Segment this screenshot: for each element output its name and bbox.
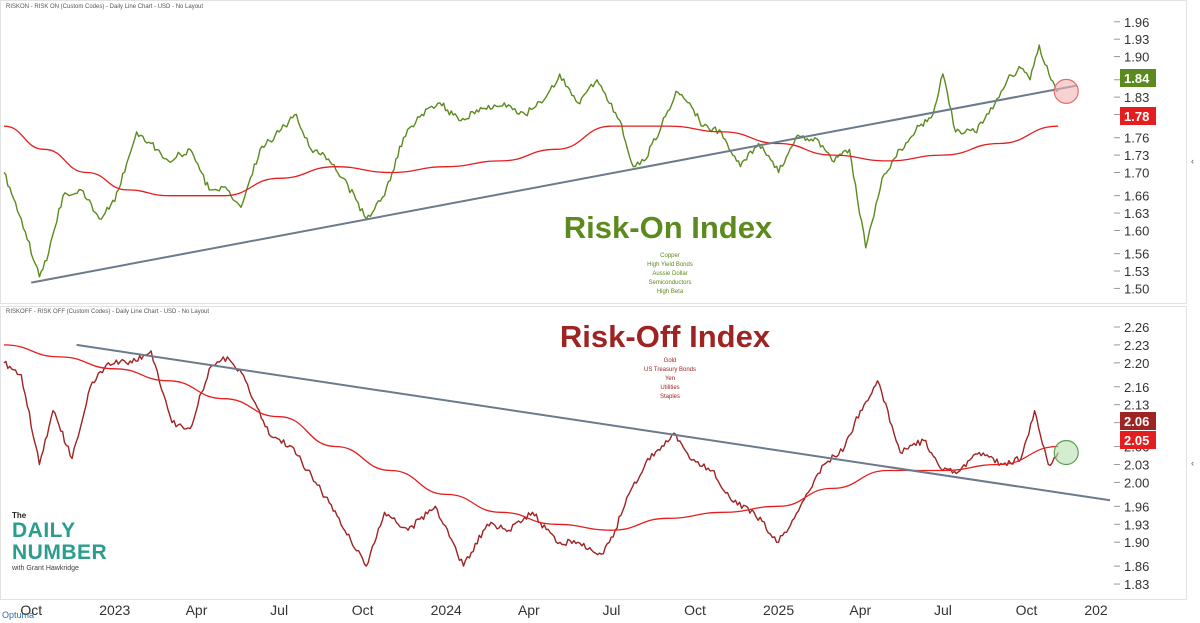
risk-off-component: Gold bbox=[664, 358, 677, 364]
daily-number-logo: The DAILY NUMBER with Grant Hawkridge bbox=[12, 512, 142, 573]
risk-off-component: US Treasury Bonds bbox=[644, 367, 696, 373]
risk-on-last-value-tag: 1.84 bbox=[1120, 69, 1156, 87]
collapse-arrow-icon[interactable]: ‹ bbox=[1191, 156, 1194, 166]
risk-off-y-tick-label: 2.20 bbox=[1124, 356, 1149, 371]
risk-on-y-tick-label: 1.93 bbox=[1124, 32, 1149, 47]
x-tick-label: Apr bbox=[186, 602, 208, 618]
risk-on-highlight-circle bbox=[1053, 78, 1079, 104]
risk-off-y-tick-label: 1.96 bbox=[1124, 499, 1149, 514]
risk-on-y-tick-label: 1.63 bbox=[1124, 206, 1149, 221]
x-tick-label: Jul bbox=[934, 602, 952, 618]
risk-off-trendline-line bbox=[76, 343, 1111, 502]
x-tick-label: 2024 bbox=[431, 602, 462, 618]
risk-off-y-tick-label: 1.83 bbox=[1124, 577, 1149, 592]
risk-on-price-line bbox=[3, 44, 1059, 278]
risk-off-ma-value-tag: 2.06 bbox=[1120, 412, 1156, 430]
risk-on-component: Aussie Dollar bbox=[652, 271, 687, 277]
top-panel-header: RISKON - RISK ON (Custom Codes) - Daily … bbox=[6, 4, 203, 10]
x-tick-label: Oct bbox=[352, 602, 374, 618]
optuma-watermark: Optuma bbox=[2, 610, 35, 620]
risk-off-y-tick-label: 2.13 bbox=[1124, 398, 1149, 413]
risk-on-ma-value-tag: 1.78 bbox=[1120, 107, 1156, 125]
risk-off-y-tick-label: 2.16 bbox=[1124, 380, 1149, 395]
x-tick-label: 2025 bbox=[763, 602, 794, 618]
risk-off-y-tick-label: 1.90 bbox=[1124, 535, 1149, 550]
risk-on-y-tick-label: 1.90 bbox=[1124, 50, 1149, 65]
bottom-panel-frame bbox=[0, 306, 1187, 600]
x-tick-label: Oct bbox=[684, 602, 706, 618]
risk-off-price-line bbox=[3, 350, 1059, 567]
risk-off-component: Yen bbox=[665, 376, 675, 382]
logo-word-number: NUMBER bbox=[12, 541, 108, 564]
x-axis: Oct 2023 Apr Jul Oct 2024 Apr Jul Oct 2025 Apr Jul O… bbox=[20, 602, 1108, 618]
x-tick-label: Apr bbox=[518, 602, 540, 618]
risk-on-component: High Yield Bonds bbox=[647, 262, 693, 268]
risk-off-component: Utilities bbox=[660, 385, 679, 391]
logo-the: The bbox=[12, 511, 27, 520]
x-tick-label: Jul bbox=[603, 602, 621, 618]
risk-off-last-value: 2.05 bbox=[1124, 433, 1149, 448]
x-tick-label: 202 bbox=[1084, 602, 1108, 618]
bottom-panel-header: RISKOFF - RISK OFF (Custom Codes) - Dail… bbox=[6, 309, 209, 315]
risk-off-moving-average-line bbox=[3, 344, 1059, 531]
risk-on-y-tick-label: 1.96 bbox=[1124, 15, 1149, 30]
risk-on-y-tick-label: 1.53 bbox=[1124, 264, 1149, 279]
x-tick-label: Apr bbox=[849, 602, 871, 618]
risk-off-y-tick-label: 2.00 bbox=[1124, 475, 1149, 490]
logo-byline: with Grant Hawkridge bbox=[12, 565, 79, 572]
risk-on-y-tick-label: 1.66 bbox=[1124, 189, 1149, 204]
risk-off-title: Risk-Off Index bbox=[560, 319, 771, 354]
x-tick-label: Oct bbox=[20, 602, 42, 618]
risk-on-y-tick-label: 1.56 bbox=[1124, 247, 1149, 262]
risk-on-moving-average-line bbox=[3, 125, 1059, 197]
risk-on-trendline-line bbox=[31, 84, 1077, 284]
risk-on-title: Risk-On Index bbox=[564, 210, 773, 245]
risk-on-plot: 1.501.531.561.601.631.661.701.731.761.80… bbox=[3, 15, 1149, 296]
risk-on-component: Semiconductors bbox=[648, 280, 691, 286]
risk-on-last-value: 1.84 bbox=[1124, 71, 1150, 86]
x-tick-label: Jul bbox=[270, 602, 288, 618]
risk-on-y-tick-label: 1.73 bbox=[1124, 148, 1149, 163]
risk-on-y-tick-label: 1.83 bbox=[1124, 90, 1149, 105]
risk-off-y-tick-label: 2.23 bbox=[1124, 338, 1149, 353]
risk-on-component: Copper bbox=[660, 253, 680, 259]
risk-off-highlight-circle bbox=[1053, 439, 1079, 466]
risk-off-y-tick-label: 1.86 bbox=[1124, 559, 1149, 574]
risk-on-y-tick-label: 1.50 bbox=[1124, 281, 1149, 296]
risk-off-y-tick-label: 2.26 bbox=[1124, 320, 1149, 335]
risk-on-ma-value: 1.78 bbox=[1124, 109, 1149, 124]
risk-off-plot: 1.831.861.901.931.962.002.032.062.102.13… bbox=[3, 320, 1149, 592]
risk-on-components: Copper High Yield Bonds Aussie Dollar Se… bbox=[647, 253, 693, 295]
x-tick-label: Oct bbox=[1016, 602, 1038, 618]
risk-on-y-tick-label: 1.70 bbox=[1124, 165, 1149, 180]
risk-on-y-tick-label: 1.60 bbox=[1124, 223, 1149, 238]
risk-on-y-tick-label: 1.76 bbox=[1124, 131, 1149, 146]
logo-word-daily: DAILY bbox=[12, 519, 76, 542]
risk-off-component: Staples bbox=[660, 394, 680, 400]
x-tick-label: 2023 bbox=[99, 602, 130, 618]
risk-off-y-tick-label: 2.03 bbox=[1124, 457, 1149, 472]
risk-off-y-tick-label: 1.93 bbox=[1124, 517, 1149, 532]
collapse-arrow-icon[interactable]: ‹ bbox=[1191, 458, 1194, 468]
risk-off-components: Gold US Treasury Bonds Yen Utilities Sta… bbox=[644, 358, 696, 400]
risk-off-ma-value: 2.06 bbox=[1124, 414, 1149, 429]
risk-off-last-value-tag: 2.05 bbox=[1120, 431, 1156, 449]
risk-on-component: High Beta bbox=[657, 289, 684, 295]
top-panel-frame bbox=[0, 0, 1187, 304]
